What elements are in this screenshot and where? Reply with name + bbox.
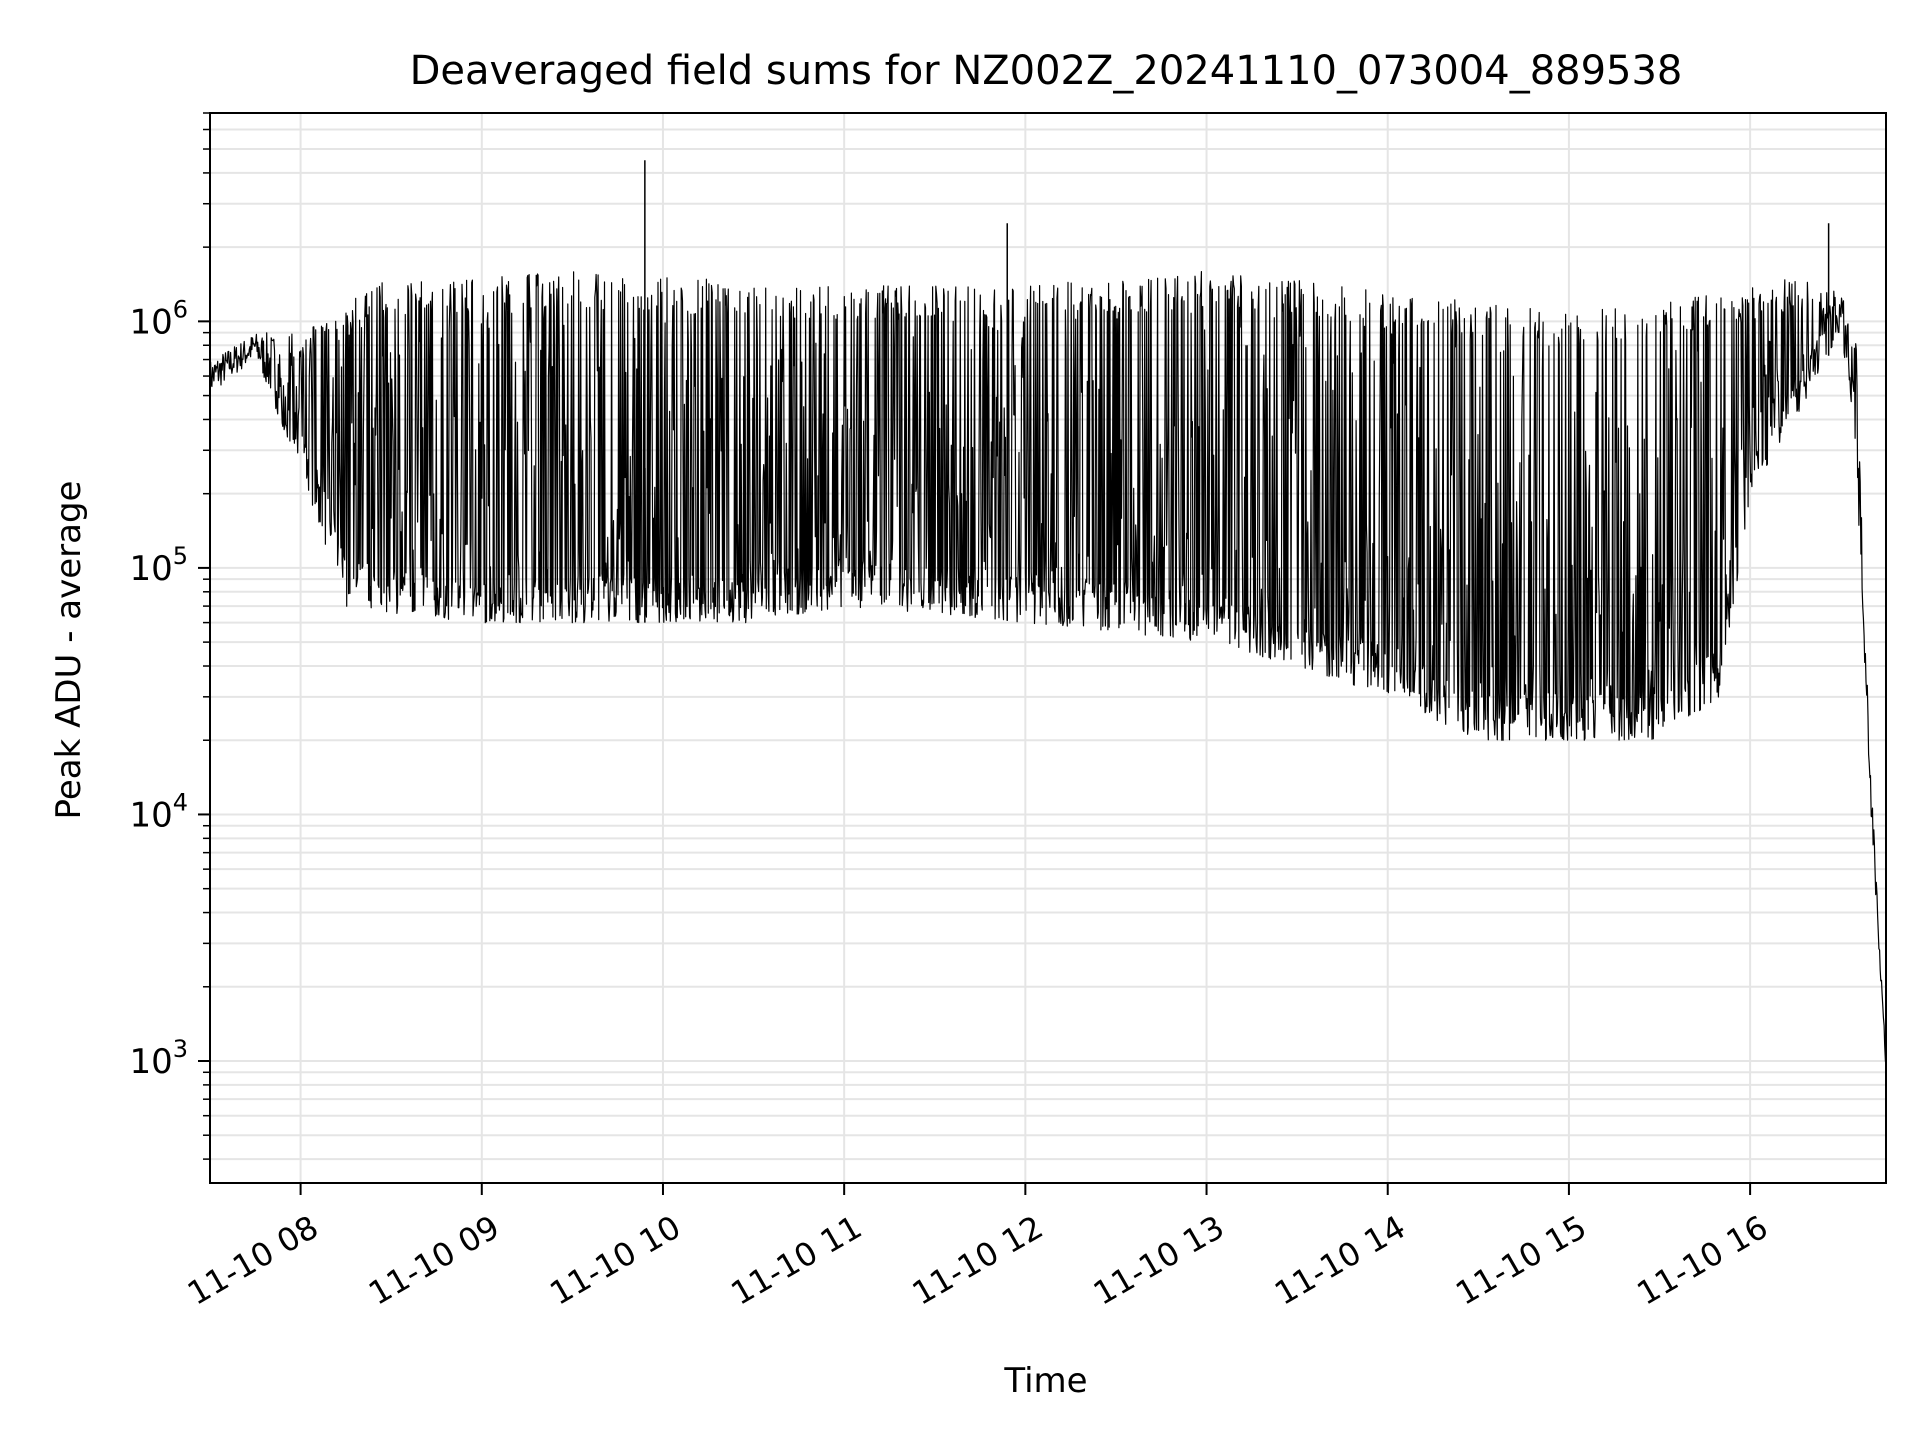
x-axis: 11-10 08 11-10 09 11-10 10 11-10 11 11-10 12…	[181, 1183, 1774, 1313]
series-line	[209, 271, 1887, 1066]
chart-title: Deaveraged field sums for NZ002Z_2024111…	[410, 48, 1683, 94]
x-tick-label: 11-10 13	[1087, 1208, 1231, 1313]
x-tick-label: 11-10 15	[1449, 1208, 1593, 1313]
y-tick-label: 105	[129, 542, 188, 589]
grid-lines	[210, 112, 1886, 1183]
y-tick-label: 106	[129, 295, 188, 342]
series-group	[209, 160, 1887, 1066]
y-axis-label: Peak ADU - average	[49, 481, 89, 820]
x-tick-label: 11-10 12	[906, 1208, 1050, 1313]
y-tick-label: 104	[129, 788, 188, 835]
x-axis-label: Time	[1003, 1361, 1087, 1401]
x-tick-label: 11-10 14	[1268, 1208, 1412, 1313]
y-tick-label: 103	[129, 1035, 188, 1082]
y-axis: 103 104 105 106	[129, 112, 210, 1160]
x-tick-label: 11-10 10	[543, 1208, 687, 1313]
plot-frame	[209, 112, 1887, 1184]
x-tick-label: 11-10 08	[181, 1208, 325, 1313]
x-tick-label: 11-10 11	[725, 1208, 869, 1313]
x-tick-label: 11-10 16	[1631, 1208, 1775, 1313]
x-tick-label: 11-10 09	[362, 1208, 506, 1313]
